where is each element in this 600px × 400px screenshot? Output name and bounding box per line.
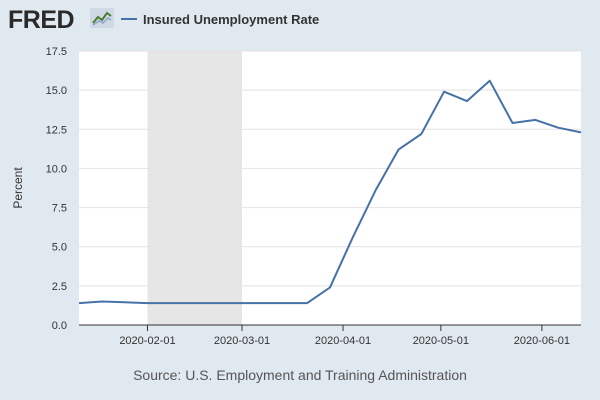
y-tick-label: 2.5 [52, 281, 67, 293]
y-tick-label: 7.5 [52, 203, 67, 215]
line-chart: 0.02.55.07.510.012.515.017.5 2020-02-01 2… [11, 46, 582, 347]
y-tick-label: 17.5 [46, 46, 67, 58]
legend-swatch [121, 18, 137, 20]
header: FRED Insured Unemployment Rate [0, 0, 600, 40]
x-axis-ticks: 2020-02-01 2020-03-01 2020-04-01 2020-05-01… [119, 325, 570, 347]
y-axis-ticks: 0.0 2.5 5.0 7.5 10.0 12.5 15.0 17.5 [46, 46, 67, 332]
fred-logo[interactable]: FRED [8, 6, 75, 34]
series-line[interactable] [78, 79, 582, 305]
legend-label: Insured Unemployment Rate [143, 11, 320, 27]
y-tick-label: 15.0 [46, 85, 67, 97]
y-tick-label: 10.0 [46, 163, 67, 175]
y-tick-label: 0.0 [52, 320, 67, 332]
recession-shading-group [147, 51, 242, 325]
source-note: Source: U.S. Employment and Training Adm… [133, 367, 467, 383]
x-tick-label: 2020-03-01 [214, 335, 270, 347]
x-tick-label: 2020-06-01 [514, 335, 570, 347]
gridlines [79, 50, 581, 287]
y-axis-label: Percent [11, 167, 25, 209]
series-group [78, 79, 582, 305]
y-tick-label: 12.5 [46, 124, 67, 136]
x-tick-label: 2020-02-01 [119, 335, 175, 347]
x-tick-label: 2020-04-01 [315, 335, 371, 347]
x-tick-label: 2020-05-01 [413, 335, 469, 347]
y-tick-label: 5.0 [52, 242, 67, 254]
fred-graph-icon [90, 8, 114, 28]
legend[interactable]: Insured Unemployment Rate [121, 10, 319, 28]
recession-band [147, 51, 242, 325]
